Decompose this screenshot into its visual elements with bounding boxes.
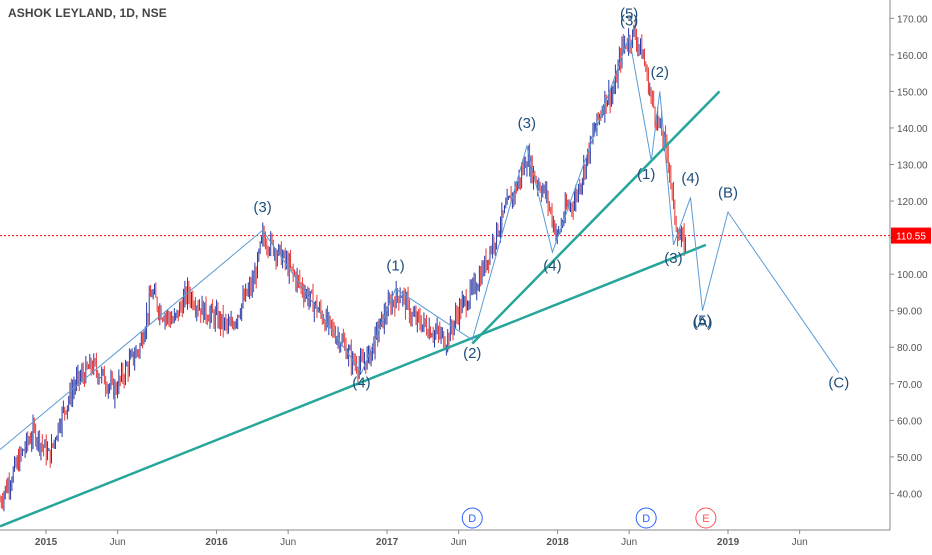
event-marker [461, 507, 483, 529]
wave-label: (5) [693, 312, 711, 329]
y-tick-label: 70.00 [897, 380, 922, 391]
wave-label: (3) [253, 199, 271, 216]
x-tick-label: 2018 [546, 537, 569, 548]
y-tick-label: 60.00 [897, 416, 922, 427]
wave-label: (4) [543, 257, 561, 274]
wave-label: (2) [651, 64, 669, 81]
last-price-label: 110.55 [896, 232, 926, 243]
event-marker [635, 507, 657, 529]
event-marker-label: D [468, 513, 476, 525]
wave-line [0, 34, 840, 450]
y-tick-label: 170.00 [897, 14, 928, 25]
y-tick-label: 80.00 [897, 343, 922, 354]
x-tick-label: 2015 [35, 537, 58, 548]
x-tick-label: 2017 [376, 537, 399, 548]
wave-label: (3) [664, 250, 682, 267]
event-marker-label: E [702, 513, 709, 525]
y-tick-label: 50.00 [897, 453, 922, 464]
y-tick-label: 100.00 [897, 270, 928, 281]
event-marker [695, 507, 717, 529]
wave-label: (4) [352, 374, 370, 391]
x-tick-label: Jun [451, 537, 467, 548]
event-marker-label: D [642, 513, 650, 525]
wave-label: (1) [386, 257, 404, 274]
wave-label: (5) [620, 5, 638, 22]
wave-label: (A) [692, 314, 712, 331]
x-tick-label: Jun [280, 537, 296, 548]
wave-label: (3) [620, 13, 638, 30]
x-tick-label: Jun [110, 537, 126, 548]
x-tick-label: 2016 [205, 537, 228, 548]
wave-label: (B) [718, 184, 738, 201]
x-tick-label: 2019 [717, 537, 740, 548]
trend-line [0, 243, 707, 528]
y-tick-label: 130.00 [897, 160, 928, 171]
y-tick-label: 160.00 [897, 51, 928, 62]
wave-label: (1) [637, 166, 655, 183]
x-tick-label: Jun [621, 537, 637, 548]
last-price-badge [891, 227, 931, 244]
y-tick-label: 120.00 [897, 197, 928, 208]
wave-label: (C) [828, 374, 849, 391]
y-tick-label: 90.00 [897, 307, 922, 318]
chart-title: ASHOK LEYLAND, 1D, NSE [8, 6, 167, 20]
wave-label: (2) [463, 345, 481, 362]
x-tick-label: Jun [792, 537, 808, 548]
wave-label: (4) [681, 170, 699, 187]
y-tick-label: 140.00 [897, 124, 928, 135]
y-tick-label: 150.00 [897, 87, 928, 98]
trend-line [471, 90, 721, 345]
wave-label: (3) [518, 115, 536, 132]
y-tick-label: 40.00 [897, 489, 922, 500]
